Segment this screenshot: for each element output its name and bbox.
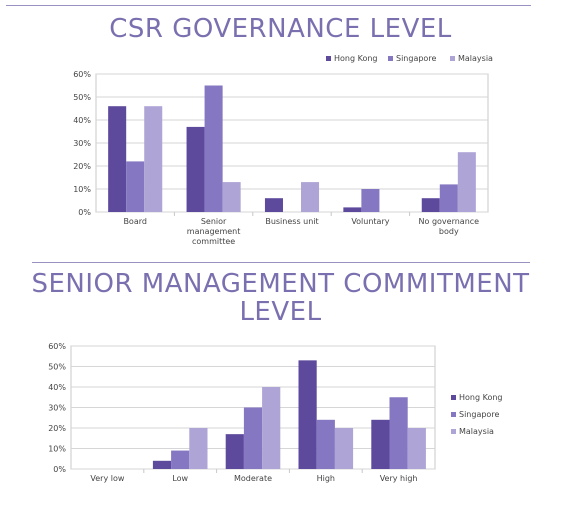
- bar: [316, 419, 335, 469]
- legend-swatch: [451, 395, 456, 400]
- legend-swatch: [326, 56, 331, 61]
- legend-swatch: [388, 56, 393, 61]
- category-label: High: [317, 474, 335, 483]
- y-tick-label: 20%: [73, 162, 91, 171]
- bar: [171, 450, 190, 469]
- bar: [262, 387, 281, 469]
- legend-label: Hong Kong: [334, 54, 378, 63]
- category-label: Very low: [90, 474, 124, 483]
- y-tick-label: 60%: [48, 342, 66, 351]
- bar: [243, 407, 263, 469]
- bar: [222, 182, 241, 212]
- bar: [186, 126, 205, 212]
- middle-divider: [32, 262, 530, 263]
- plot-frame: [70, 345, 436, 470]
- bar: [189, 428, 208, 469]
- bar: [144, 106, 163, 212]
- category-label: Moderate: [234, 474, 272, 483]
- bar: [264, 198, 283, 212]
- legend-label: Malaysia: [458, 54, 493, 63]
- legend-label: Singapore: [459, 410, 499, 419]
- y-tick-label: 0%: [53, 465, 66, 474]
- y-tick-label: 50%: [73, 93, 91, 102]
- category-label: Board: [123, 217, 147, 226]
- bar: [343, 207, 362, 212]
- y-tick-label: 50%: [48, 363, 66, 372]
- category-label: Low: [172, 474, 188, 483]
- category-label: Very high: [380, 474, 418, 483]
- bar: [439, 184, 458, 212]
- legend-swatch: [450, 56, 455, 61]
- legend-label: Malaysia: [459, 427, 494, 436]
- y-tick-label: 40%: [48, 383, 66, 392]
- category-label: Voluntary: [351, 217, 389, 226]
- legend-label: Singapore: [396, 54, 436, 63]
- y-tick-label: 30%: [73, 139, 91, 148]
- bar: [298, 360, 317, 469]
- y-tick-label: 60%: [73, 70, 91, 79]
- y-tick-label: 30%: [48, 404, 66, 413]
- category-label: Senior: [201, 217, 227, 226]
- bar: [225, 434, 244, 469]
- legend-swatch: [451, 412, 456, 417]
- bar: [301, 182, 320, 212]
- y-tick-label: 20%: [48, 424, 66, 433]
- bar: [371, 419, 390, 469]
- category-label: Business unit: [265, 217, 318, 226]
- chart-title-commitment: SENIOR MANAGEMENT COMMITMENT LEVEL: [31, 269, 530, 327]
- category-label: management: [187, 227, 241, 236]
- legend-label: Hong Kong: [459, 393, 503, 402]
- category-label: No governance: [419, 217, 480, 226]
- y-tick-label: 0%: [78, 208, 91, 217]
- y-tick-label: 10%: [73, 185, 91, 194]
- plot-frame: [95, 73, 489, 213]
- bar: [334, 428, 354, 469]
- bar: [389, 397, 408, 469]
- legend-swatch: [451, 429, 456, 434]
- bar: [204, 85, 223, 212]
- bar: [126, 161, 145, 212]
- top-divider: [6, 5, 531, 6]
- bar: [361, 189, 380, 212]
- y-tick-label: 10%: [48, 445, 66, 454]
- bar: [421, 198, 440, 212]
- bar: [407, 428, 426, 469]
- category-label: body: [439, 227, 459, 236]
- bar: [108, 106, 127, 212]
- category-label: committee: [192, 237, 235, 246]
- chart-title-governance: CSR GOVERNANCE LEVEL: [109, 14, 452, 44]
- bar: [457, 152, 476, 212]
- bar: [152, 460, 172, 469]
- y-tick-label: 40%: [73, 116, 91, 125]
